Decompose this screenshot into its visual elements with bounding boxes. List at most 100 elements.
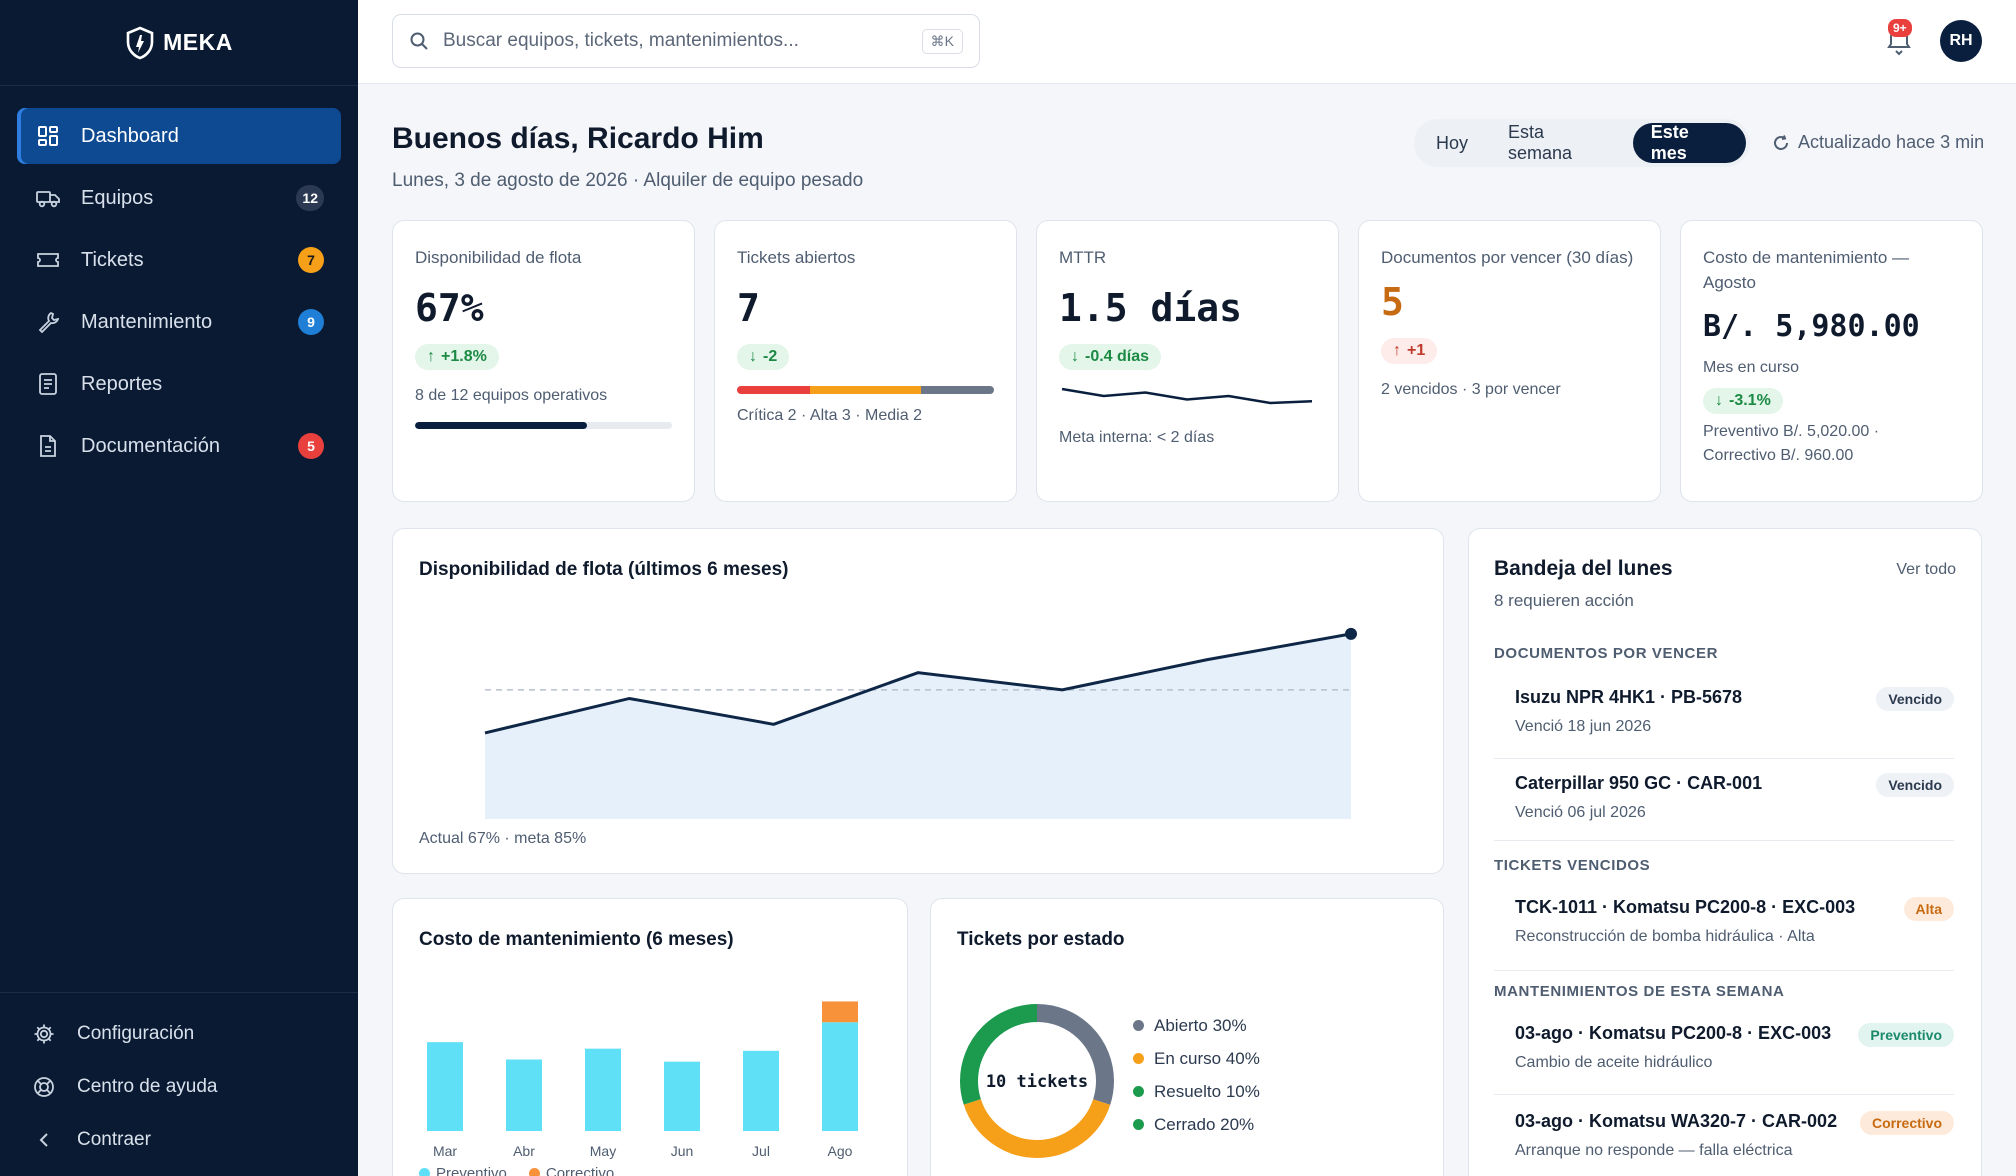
- x-tick-label: Abr: [513, 1143, 535, 1159]
- sidebar-item-documentacion[interactable]: Documentación 5: [17, 418, 341, 474]
- inbox-item-title: 03-ago · Komatsu PC200-8 · EXC-003: [1515, 1023, 1832, 1043]
- sidebar-item-label: Mantenimiento: [81, 310, 213, 333]
- inbox-item[interactable]: TCK-1011 · Komatsu PC200-8 · EXC-003 Rec…: [1494, 887, 1954, 971]
- report-icon: [35, 371, 61, 397]
- kpi-card-cost[interactable]: Costo de mantenimiento — Agosto B/. 5,98…: [1680, 220, 1983, 502]
- status-badge: Vencido: [1876, 687, 1954, 711]
- bar-preventivo: [427, 1042, 463, 1131]
- legend-label: En curso 40%: [1154, 1048, 1260, 1068]
- sidebar-item-label: Centro de ayuda: [77, 1075, 218, 1097]
- ticket-icon: [35, 247, 61, 273]
- inbox-item-subtitle: Venció 06 jul 2026: [1515, 804, 1646, 821]
- priority-segment: [737, 386, 811, 394]
- donut-slice: [960, 1004, 1114, 1158]
- inbox-subtitle: 8 requieren acción: [1494, 591, 1634, 610]
- range-hoy[interactable]: Hoy: [1436, 132, 1469, 153]
- progress-fill: [415, 422, 588, 429]
- sidebar-item-configuracion[interactable]: Configuración: [17, 1007, 341, 1060]
- range-esta-semana[interactable]: Esta semana: [1508, 122, 1573, 163]
- delta-value: +1.8%: [441, 348, 487, 365]
- priority-badge: Alta: [1903, 897, 1954, 921]
- delta-value: +1: [1407, 342, 1426, 359]
- inbox-item[interactable]: 03-ago · Komatsu PC200-8 · EXC-003 Cambi…: [1494, 1013, 1954, 1095]
- delta-badge: ↓ -3.1%: [1703, 388, 1783, 414]
- type-badge: Preventivo: [1858, 1023, 1954, 1047]
- tickets-donut-chart: 10 tickets: [960, 1004, 1114, 1158]
- availability-chart: [484, 627, 1357, 819]
- kpi-label: Tickets abiertos: [737, 248, 856, 267]
- x-tick-label: Ago: [828, 1143, 853, 1159]
- last-updated[interactable]: Actualizado hace 3 min: [1772, 132, 1984, 153]
- topbar: ⌘K 9+ RH: [358, 0, 2016, 84]
- chevron-left-icon: [31, 1127, 57, 1153]
- inbox-panel: Bandeja del lunes 8 requieren acción Ver…: [1468, 528, 1982, 1176]
- arrow-up-icon: ↑: [1393, 342, 1401, 359]
- x-tick-label: May: [590, 1143, 616, 1159]
- section-heading: DOCUMENTOS POR VENCER: [1494, 645, 1719, 662]
- tickets-status-card: Tickets por estado 10 tickets Abierto 30…: [930, 898, 1444, 1176]
- donut-slice: [960, 1004, 1114, 1158]
- x-tick-label: Jul: [752, 1143, 770, 1159]
- search-box[interactable]: ⌘K: [392, 14, 980, 68]
- wrench-icon: [35, 309, 61, 335]
- count-badge: 7: [298, 247, 324, 273]
- sidebar-item-reportes[interactable]: Reportes: [17, 356, 341, 412]
- inbox-title: Bandeja del lunes: [1494, 557, 1673, 580]
- kpi-label: Documentos por vencer (30 días): [1381, 248, 1634, 267]
- arrow-down-icon: ↓: [749, 348, 757, 365]
- x-tick-label: Jun: [671, 1143, 694, 1159]
- x-tick-label: Mar: [433, 1143, 457, 1159]
- legend-swatch: [1133, 1053, 1144, 1064]
- delta-badge: ↓ -2: [737, 344, 790, 370]
- inbox-item[interactable]: 03-ago · Komatsu WA320-7 · CAR-002 Arran…: [1494, 1095, 1954, 1176]
- chart-title: Tickets por estado: [957, 929, 1125, 950]
- brand-logo[interactable]: MEKA: [0, 0, 358, 86]
- page-subtitle: Lunes, 3 de agosto de 2026 · Alquiler de…: [392, 170, 864, 191]
- sidebar-item-equipos[interactable]: Equipos 12: [17, 170, 341, 226]
- count-badge: 5: [298, 433, 324, 459]
- lifebuoy-icon: [31, 1074, 57, 1100]
- legend-label: Abierto 30%: [1154, 1015, 1247, 1035]
- kpi-label: Costo de mantenimiento — Agosto: [1703, 248, 1909, 292]
- legend-item: Preventivo: [419, 1165, 507, 1176]
- sidebar-item-centro-de-ayuda[interactable]: Centro de ayuda: [17, 1060, 341, 1113]
- bar-preventivo: [506, 1059, 542, 1131]
- inbox-item-subtitle: Cambio de aceite hidráulico: [1515, 1054, 1713, 1071]
- bar-preventivo: [822, 1022, 858, 1131]
- bar-preventivo: [585, 1048, 621, 1131]
- availability-progress: [415, 422, 672, 429]
- kpi-card-tickets[interactable]: Tickets abiertos 7 ↓ -2 Crítica 2 · Alta …: [714, 220, 1017, 502]
- delta-value: -2: [763, 348, 778, 365]
- inbox-item-title: Isuzu NPR 4HK1 · PB-5678: [1515, 687, 1743, 707]
- cost-bar-chart: Mar Abr May Jun Jul Ago: [427, 1001, 858, 1159]
- legend-item: Resuelto 10%: [1133, 1075, 1260, 1108]
- kpi-note: Crítica 2 · Alta 3 · Media 2: [737, 407, 922, 424]
- inbox-item-title: Caterpillar 950 GC · CAR-001: [1515, 773, 1763, 793]
- sidebar-item-label: Tickets: [81, 248, 144, 271]
- kpi-card-mttr[interactable]: MTTR 1.5 días ↓ -0.4 días Meta interna: <…: [1036, 220, 1339, 502]
- inbox-item-subtitle: Arranque no responde — falla eléctrica: [1515, 1142, 1793, 1159]
- grid-icon: [35, 123, 61, 149]
- sidebar-item-dashboard[interactable]: Dashboard: [17, 108, 341, 164]
- inbox-item[interactable]: Caterpillar 950 GC · CAR-001 Venció 06 j…: [1494, 759, 1954, 841]
- legend-item: Cerrado 20%: [1133, 1108, 1260, 1141]
- section-heading: TICKETS VENCIDOS: [1494, 857, 1651, 874]
- search-input[interactable]: [443, 30, 908, 52]
- kpi-card-documents[interactable]: Documentos por vencer (30 días) 5 ↑ +1 2 …: [1358, 220, 1661, 502]
- inbox-item-title: TCK-1011 · Komatsu PC200-8 · EXC-003: [1515, 897, 1856, 917]
- kpi-card-availability[interactable]: Disponibilidad de flota 67% ↑ +1.8% 8 de …: [392, 220, 695, 502]
- availability-chart-card: Disponibilidad de flota (últimos 6 meses…: [392, 528, 1444, 874]
- sidebar-item-mantenimiento[interactable]: Mantenimiento 9: [17, 294, 341, 350]
- kpi-label: Disponibilidad de flota: [415, 248, 582, 267]
- notifications-badge: 9+: [1888, 19, 1912, 37]
- delta-badge: ↑ +1.8%: [415, 344, 499, 370]
- collapse-sidebar-button[interactable]: Contraer: [17, 1113, 341, 1166]
- view-all-link[interactable]: Ver todo: [1896, 561, 1956, 578]
- sidebar-item-tickets[interactable]: Tickets 7: [17, 232, 341, 288]
- cost-breakdown: Preventivo B/. 5,020.00 · Correctivo B/.…: [1703, 420, 1960, 468]
- kpi-note: Meta interna: < 2 días: [1059, 429, 1215, 446]
- avatar[interactable]: RH: [1940, 20, 1982, 62]
- range-este-mes[interactable]: Este mes: [1632, 122, 1746, 163]
- bar-correctivo: [822, 1001, 858, 1023]
- inbox-item[interactable]: Isuzu NPR 4HK1 · PB-5678 Venció 18 jun 2…: [1494, 677, 1954, 759]
